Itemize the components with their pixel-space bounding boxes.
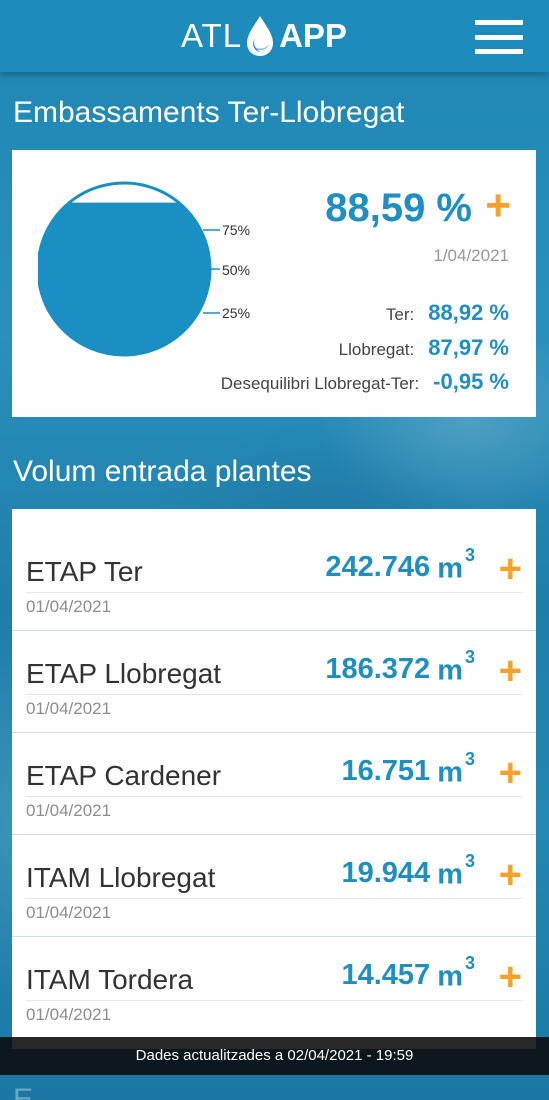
menu-bar: [475, 49, 523, 54]
plant-name: ETAP Llobregat: [26, 658, 222, 689]
plant-value-number: 16.751: [341, 755, 431, 787]
stat-value: 88,92 %: [428, 300, 509, 325]
plant-details-plus-icon[interactable]: +: [498, 955, 522, 999]
plant-value-number: 242.746: [325, 551, 431, 583]
logo-text-left: ATL: [181, 17, 243, 54]
plant-details-plus-icon[interactable]: +: [498, 649, 522, 693]
stat-label: Llobregat:: [338, 340, 415, 359]
row-divider: [26, 694, 522, 695]
reservoir-date: 1/04/2021: [433, 246, 509, 265]
app-header: ATL APP: [0, 0, 549, 72]
plant-name: ETAP Ter: [26, 556, 143, 587]
plants-title: Volum entrada plantes: [13, 455, 312, 488]
next-section-title: E: [13, 1083, 34, 1100]
stat-ter: Ter: 88,92 %: [386, 300, 509, 326]
plant-value-number: 186.372: [325, 653, 431, 685]
stat-label: Desequilibri Llobregat-Ter:: [220, 374, 420, 393]
plant-value-number: 14.457: [341, 959, 431, 991]
plant-date: 01/04/2021: [26, 903, 112, 922]
plant-details-plus-icon[interactable]: +: [498, 547, 522, 591]
plant-name: ITAM Tordera: [26, 964, 194, 995]
reservoir-details-plus-icon[interactable]: +: [485, 181, 511, 230]
row-divider: [26, 898, 522, 899]
plant-value-number: 19.944: [341, 857, 431, 889]
plant-date: 01/04/2021: [26, 1005, 112, 1024]
plant-details-plus-icon[interactable]: +: [498, 853, 522, 897]
row-divider: [26, 796, 522, 797]
reservoirs-title: Embassaments Ter-Llobregat: [13, 96, 405, 129]
stat-value: 87,97 %: [428, 335, 509, 360]
menu-bar: [475, 34, 523, 40]
water-drop-icon: [247, 16, 274, 56]
logo-text-right: APP: [279, 17, 347, 54]
app-logo: ATL APP: [181, 14, 347, 58]
plant-name: ETAP Cardener: [26, 760, 222, 791]
plant-date: 01/04/2021: [26, 699, 112, 718]
last-updated-bar: Dades actualitzades a 02/04/2021 - 19:59: [0, 1037, 549, 1075]
menu-bar: [475, 20, 523, 25]
plant-name: ITAM Llobregat: [26, 862, 216, 893]
reservoir-level-gauge: 75% 50% 25%: [38, 181, 250, 357]
reservoirs-card: 75% 50% 25% 88,59 % + 1/04/2021 Ter: 88,…: [12, 150, 536, 417]
plant-date: 01/04/2021: [26, 597, 112, 616]
stat-value: -0,95 %: [433, 369, 509, 394]
stat-llobregat: Llobregat: 87,97 %: [339, 335, 509, 361]
plant-details-plus-icon[interactable]: +: [498, 751, 522, 795]
tick-label-75: 75%: [222, 222, 250, 238]
gauge-fill: [38, 202, 210, 355]
hamburger-menu-icon[interactable]: [475, 20, 523, 54]
tick-label-25: 25%: [222, 305, 250, 321]
stat-imbalance: Desequilibri Llobregat-Ter: -0,95 %: [221, 369, 509, 395]
total-reservoir-pct: 88,59 %: [325, 186, 472, 230]
row-divider: [26, 1000, 522, 1001]
stat-label: Ter:: [385, 305, 415, 324]
plant-date: 01/04/2021: [26, 801, 112, 820]
row-divider: [26, 592, 522, 593]
tick-label-50: 50%: [222, 262, 250, 278]
